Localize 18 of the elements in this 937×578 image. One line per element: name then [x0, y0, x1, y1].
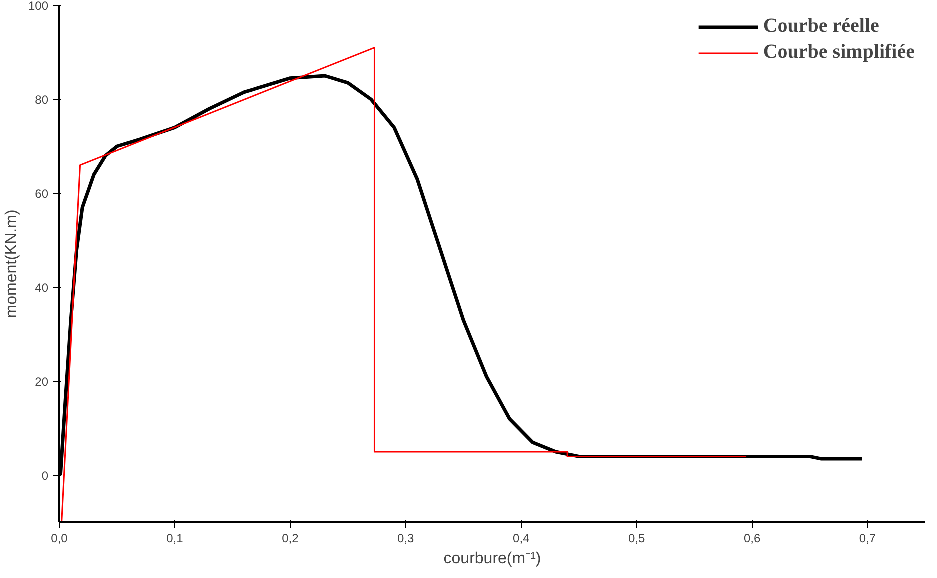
y-axis-title: moment(KN.m) — [3, 210, 20, 318]
x-tick-label: 0,1 — [166, 532, 184, 546]
legend-label: Courbe réelle — [763, 15, 880, 38]
x-tick-label: 0,4 — [513, 532, 530, 546]
y-tick-label: 20 — [35, 375, 49, 389]
y-tick-label: 0 — [42, 469, 49, 483]
y-tick-label: 80 — [35, 93, 49, 107]
y-tick-label: 40 — [35, 281, 49, 295]
x-tick-label: 0,6 — [744, 532, 761, 546]
x-axis-title: courbure(m⁻¹) — [444, 550, 542, 568]
y-tick-label: 100 — [28, 0, 49, 13]
legend-label: Courbe simplifiée — [763, 41, 915, 64]
x-tick-label: 0,3 — [398, 532, 415, 546]
x-tick-label: 0,0 — [51, 532, 68, 546]
x-tick-label: 0,7 — [859, 532, 876, 546]
x-tick-label: 0,5 — [628, 532, 646, 546]
x-tick-label: 0,2 — [282, 532, 300, 546]
y-tick-label: 60 — [35, 187, 49, 201]
